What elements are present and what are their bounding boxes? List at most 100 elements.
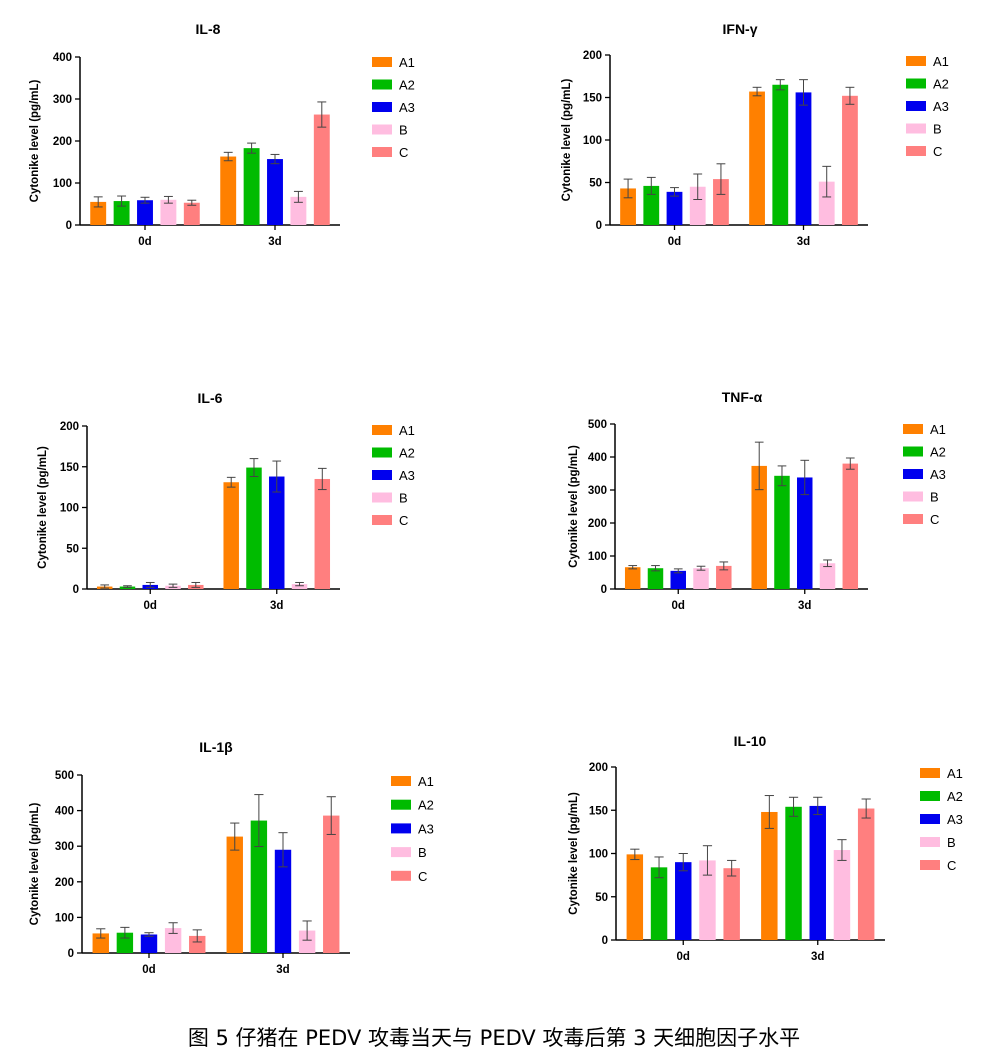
legend-swatch-b (920, 837, 940, 847)
legend-label: A1 (418, 774, 434, 789)
y-axis-label: Cytonike level (pg/mL) (29, 79, 41, 202)
legend-label: A3 (418, 821, 434, 836)
y-tick-label: 500 (588, 419, 607, 431)
bar-b-3d (298, 930, 316, 953)
legend-label: A3 (399, 100, 415, 115)
y-tick-label: 400 (588, 452, 607, 464)
legend-swatch-c (372, 147, 392, 157)
chart-title: IFN-γ (723, 21, 758, 37)
x-tick-label: 0d (138, 236, 151, 248)
bar-c-3d (842, 463, 859, 589)
legend-swatch-a1 (903, 424, 923, 434)
bar-b-3d (290, 196, 307, 225)
y-tick-label: 50 (595, 892, 608, 904)
y-tick-label: 200 (588, 518, 607, 530)
x-tick-label: 3d (798, 600, 811, 612)
legend-swatch-c (906, 146, 926, 156)
y-tick-label: 0 (73, 584, 79, 596)
bar-a2-3d (250, 820, 268, 953)
legend-swatch-c (391, 870, 411, 881)
bar-b-0d (693, 568, 709, 589)
bar-c-3d (857, 808, 875, 940)
legend-label: A2 (930, 445, 946, 460)
legend-swatch-a3 (391, 823, 411, 834)
bar-a1-3d (223, 482, 239, 589)
y-tick-label: 300 (55, 841, 74, 853)
bar-a2-3d (772, 84, 789, 225)
legend-label: A1 (399, 55, 415, 70)
legend-label: C (399, 145, 408, 160)
bar-c-3d (313, 114, 330, 225)
bar-c-0d (189, 935, 206, 953)
y-tick-label: 200 (583, 50, 602, 62)
bar-a3-0d (666, 191, 683, 225)
y-axis-label: Cytonike level (pg/mL) (568, 445, 580, 568)
y-tick-label: 400 (53, 52, 72, 64)
y-tick-label: 150 (589, 805, 608, 817)
legend-swatch-a1 (372, 425, 392, 435)
bar-a2-3d (246, 467, 262, 589)
x-tick-label: 0d (677, 951, 690, 963)
bar-b-0d (164, 928, 182, 953)
legend-label: C (933, 144, 942, 159)
bar-b-3d (819, 563, 836, 589)
x-tick-label: 3d (797, 236, 810, 248)
chart-panel: IL-6 Cytonike level (pg/mL) 0 50 100 150 200 0d… (37, 390, 415, 612)
x-tick-label: 0d (144, 600, 157, 612)
bar-a1-0d (90, 201, 107, 225)
chart-panel: IL-8 Cytonike level (pg/mL) 0 100 200 300 400 0… (29, 21, 415, 248)
chart-panel: IL-1β Cytonike level (pg/mL) 0 100 200 300 400… (29, 739, 434, 976)
legend-swatch-a2 (906, 78, 926, 89)
y-tick-label: 100 (583, 135, 602, 147)
bar-c-0d (183, 202, 200, 225)
bar-b-3d (833, 850, 851, 940)
bar-b-0d (689, 186, 706, 225)
bar-a3-0d (140, 934, 158, 953)
x-tick-label: 0d (142, 964, 155, 976)
bar-a3-3d (274, 849, 292, 953)
legend-label: C (418, 869, 427, 884)
legend-label: A1 (933, 54, 949, 69)
legend-label: A1 (399, 423, 415, 438)
legend-swatch-a2 (372, 79, 392, 90)
figure-caption: 图 5 仔猪在 PEDV 攻毒当天与 PEDV 攻毒后第 3 天细胞因子水平 (187, 1026, 801, 1050)
bar-b-3d (291, 584, 308, 589)
y-tick-label: 0 (602, 935, 608, 947)
bar-a3-3d (809, 805, 826, 940)
bar-a3-3d (797, 477, 813, 589)
legend-label: A3 (930, 467, 946, 482)
y-tick-label: 0 (596, 220, 602, 232)
y-axis-label: Cytonike level (pg/mL) (37, 446, 49, 569)
bar-c-0d (723, 868, 740, 940)
legend-swatch-c (903, 514, 923, 524)
x-tick-label: 3d (268, 236, 281, 248)
chart-title: IL-10 (734, 733, 767, 749)
legend-swatch-a2 (920, 791, 940, 801)
y-tick-label: 0 (68, 948, 74, 960)
y-tick-label: 150 (60, 462, 79, 474)
bar-c-0d (713, 179, 729, 225)
legend-swatch-a2 (391, 799, 411, 810)
legend-swatch-b (906, 123, 926, 134)
y-tick-label: 200 (55, 877, 74, 889)
bar-a2-0d (643, 185, 660, 225)
legend-swatch-b (372, 492, 392, 503)
bar-c-3d (323, 815, 340, 953)
legend-swatch-a1 (920, 768, 940, 778)
bar-a1-3d (226, 836, 243, 953)
chart-title: IL-6 (198, 390, 223, 406)
y-tick-label: 300 (53, 94, 72, 106)
legend-swatch-a1 (391, 776, 411, 786)
legend-label: A3 (933, 99, 949, 114)
chart-title: IL-8 (196, 21, 221, 37)
y-tick-label: 200 (589, 762, 608, 774)
y-tick-label: 0 (66, 220, 72, 232)
bar-a3-0d (675, 862, 692, 940)
bar-a2-0d (113, 201, 130, 225)
chart-panel: IFN-γ Cytonike level (pg/mL) 0 50 100 150 200 0… (561, 21, 949, 248)
bar-a1-0d (626, 854, 644, 940)
y-axis-label: Cytonike level (pg/mL) (29, 802, 41, 925)
legend-swatch-a1 (372, 57, 392, 67)
legend-swatch-a3 (906, 101, 926, 111)
legend-label: A3 (947, 812, 963, 827)
